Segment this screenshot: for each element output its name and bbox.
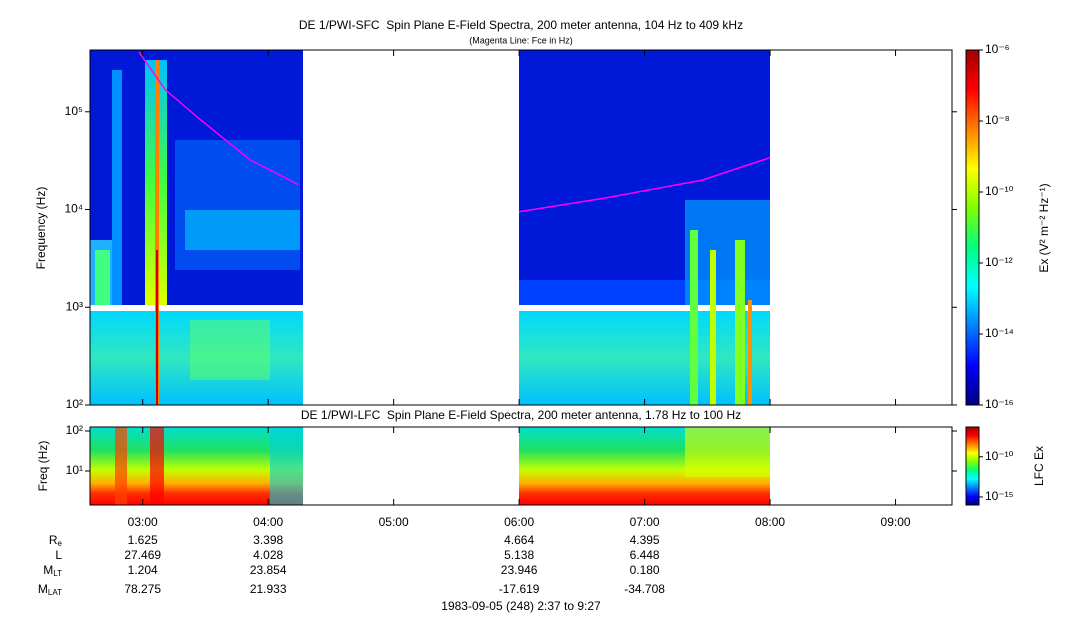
colorbar: [965, 49, 980, 406]
ephemeris-value: 23.946: [501, 563, 538, 577]
colorbar: [965, 426, 980, 506]
x-tick-label: 07:00: [630, 515, 660, 529]
ephemeris-label-main: L: [55, 548, 62, 562]
y-tick-label: 10⁵: [65, 104, 83, 118]
y-tick-label: 10¹: [66, 463, 83, 477]
ephemeris-value: -17.619: [499, 582, 540, 596]
ephemeris-label-main: M: [43, 563, 53, 577]
colorbar-tick-label: 10⁻⁸: [985, 113, 1010, 127]
ephemeris-value: 78.275: [124, 582, 161, 596]
ephemeris-value: 27.469: [124, 548, 161, 562]
x-tick-label: 04:00: [253, 515, 283, 529]
ephemeris-value: 6.448: [630, 548, 660, 562]
colorbar-tick-label: 10⁻¹⁵: [985, 489, 1014, 503]
x-tick-label: 06:00: [504, 515, 534, 529]
spectrogram-image: [90, 50, 770, 505]
x-tick-label: 09:00: [881, 515, 911, 529]
ephemeris-value: 3.398: [253, 533, 283, 547]
ephemeris-value: 1.625: [128, 533, 158, 547]
ephemeris-value: 21.933: [250, 582, 287, 596]
ephemeris-value: 23.854: [250, 563, 287, 577]
panel-frame: [89, 426, 953, 506]
ephemeris-value: 0.180: [630, 563, 660, 577]
y-tick-label: 10⁴: [64, 202, 83, 216]
ephemeris-label-sub: LAT: [48, 588, 62, 597]
colorbar-tick-label: 10⁻¹⁴: [985, 326, 1014, 340]
ephemeris-value: 1.204: [128, 563, 158, 577]
chart-subtitle: (Magenta Line: Fce in Hz): [469, 35, 573, 45]
ephemeris-label-sub: e: [58, 539, 63, 548]
y-tick-label: 10²: [66, 397, 83, 411]
x-tick-label: 03:00: [128, 515, 158, 529]
colorbar-tick-label: 10⁻¹⁰: [985, 184, 1014, 198]
fce-line: [138, 51, 771, 213]
colorbar-label: LFC Ex: [1032, 446, 1046, 486]
colorbar-label: Ex (V² m⁻² Hz⁻¹): [1037, 183, 1051, 272]
ephemeris-label-sub: LT: [53, 569, 62, 578]
x-tick-label: 05:00: [379, 515, 409, 529]
colorbar-tick-label: 10⁻¹⁶: [985, 397, 1014, 411]
y-tick-label: 10³: [66, 299, 83, 313]
ephemeris-value: 4.664: [504, 533, 534, 547]
colorbar-tick-label: 10⁻⁶: [985, 42, 1010, 56]
colorbar-tick-label: 10⁻¹⁰: [985, 449, 1014, 463]
ephemeris-label: Re: [49, 533, 63, 548]
ephemeris-label-main: M: [38, 582, 48, 596]
panel-frame: [89, 49, 953, 406]
y-tick-label: 10²: [66, 423, 83, 437]
ephemeris-label-main: R: [49, 533, 58, 547]
y-axis-label: Frequency (Hz): [34, 187, 48, 270]
ephemeris-value: 4.395: [630, 533, 660, 547]
ephemeris-value: -34.708: [624, 582, 665, 596]
ephemeris-value: 5.138: [504, 548, 534, 562]
panel-title: DE 1/PWI-LFC Spin Plane E-Field Spectra,…: [301, 408, 741, 422]
x-tick-label: 08:00: [755, 515, 785, 529]
ephemeris-label: MLT: [43, 563, 62, 578]
y-axis-label: Freq (Hz): [36, 441, 50, 492]
footer: 1983-09-05 (248) 2:37 to 9:27: [441, 599, 601, 613]
colorbar-tick-label: 10⁻¹²: [985, 255, 1013, 269]
chart-title: DE 1/PWI-SFC Spin Plane E-Field Spectra,…: [299, 18, 743, 32]
ephemeris-label: MLAT: [38, 582, 62, 597]
ephemeris-label: L: [55, 548, 62, 562]
ephemeris-value: 4.028: [253, 548, 283, 562]
